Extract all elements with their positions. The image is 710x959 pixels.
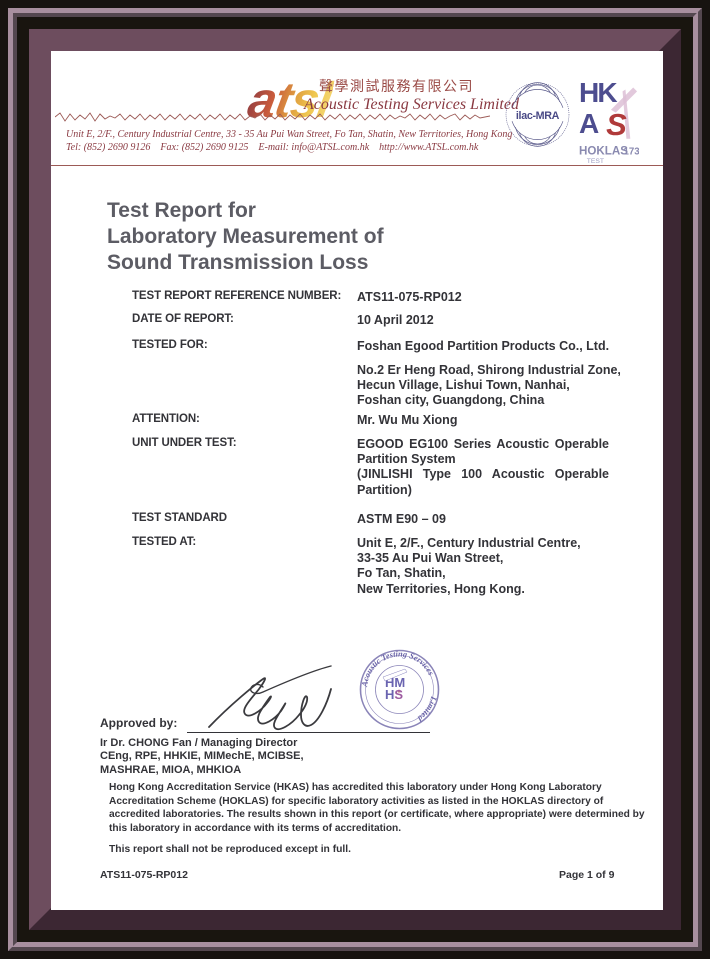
svg-text:TEST: TEST: [587, 158, 604, 165]
svg-text:S: S: [606, 107, 627, 142]
svg-text:HK: HK: [579, 77, 617, 108]
svg-text:Limited: Limited: [415, 694, 438, 723]
svg-text:HOKLAS: HOKLAS: [579, 144, 628, 157]
svg-text:ilac-MRA: ilac-MRA: [516, 110, 560, 122]
svg-text:173: 173: [624, 146, 639, 157]
svg-text:A: A: [579, 108, 599, 139]
svg-text:HS: HS: [385, 687, 403, 702]
